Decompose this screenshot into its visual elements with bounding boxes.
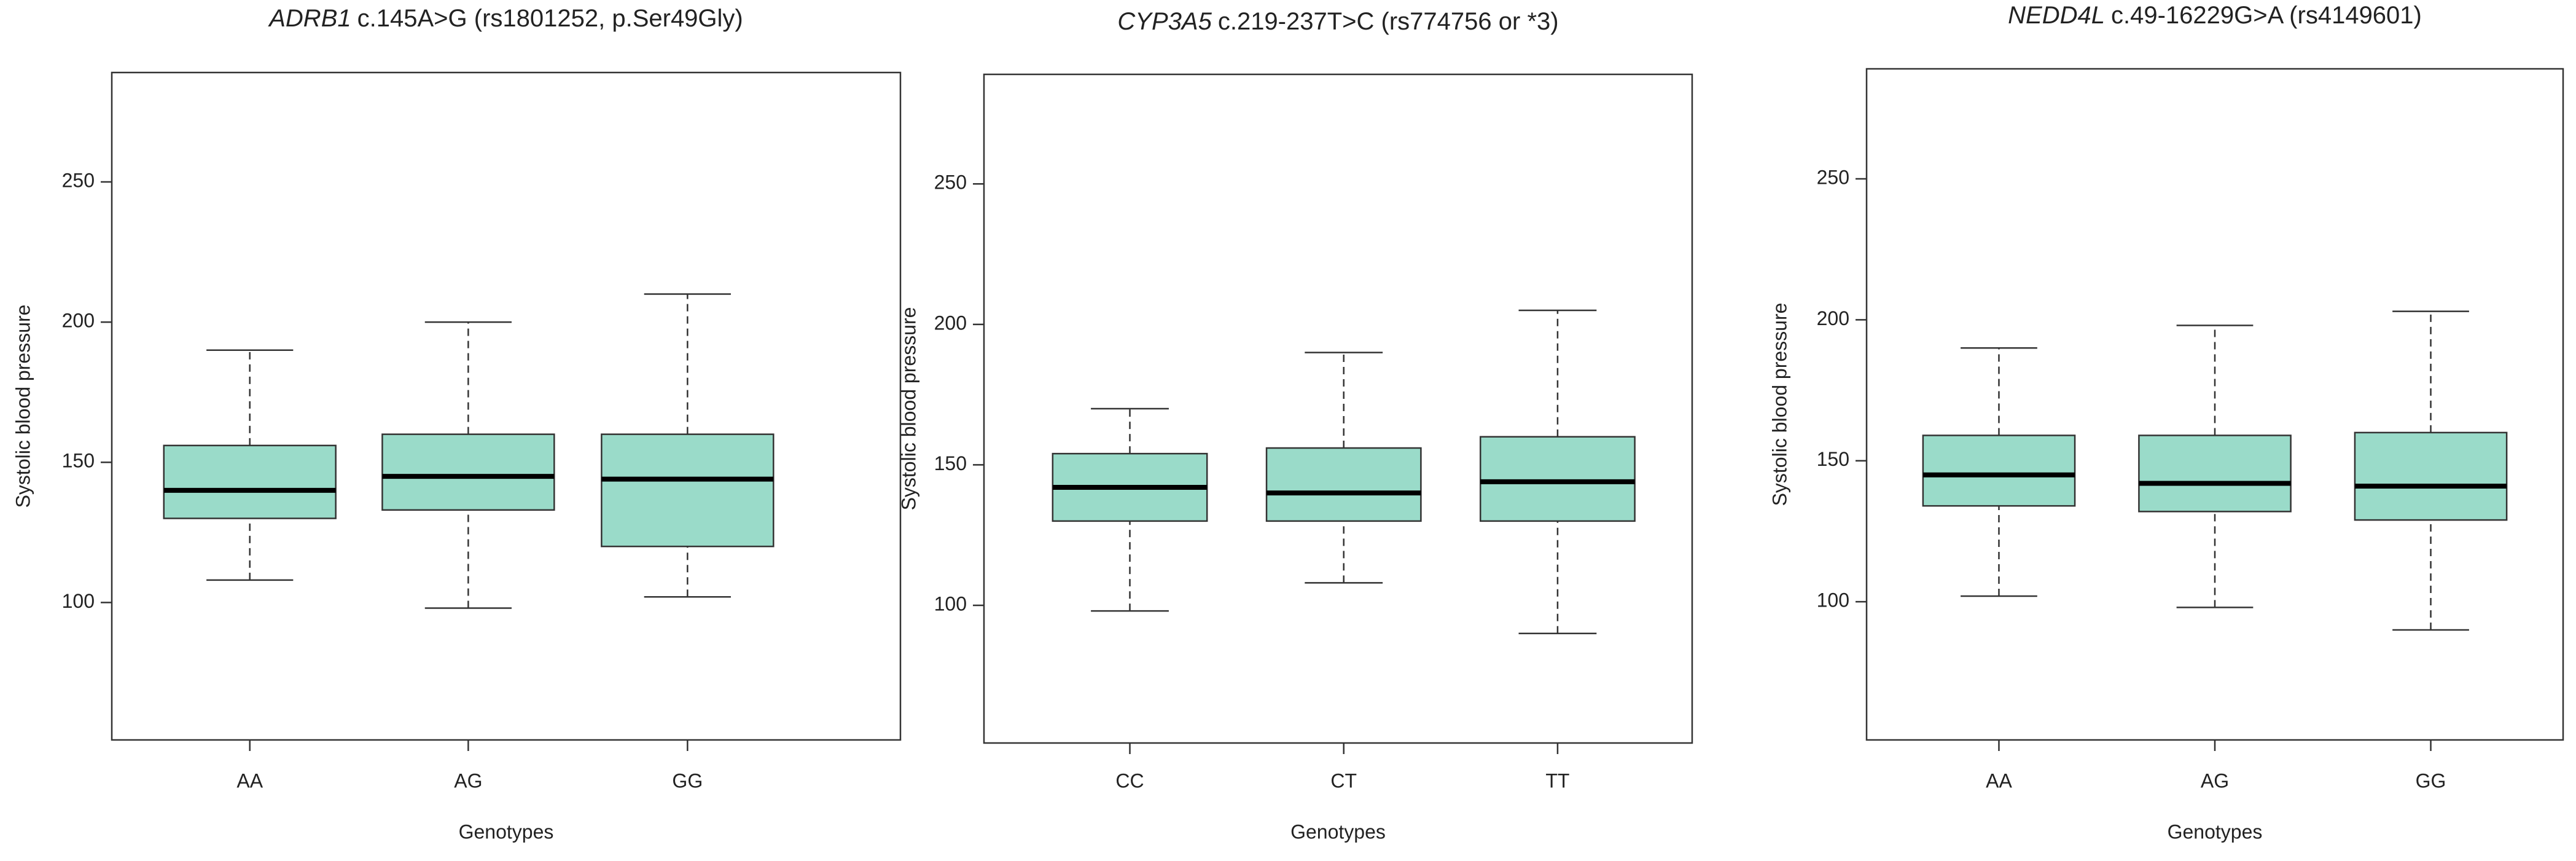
chart-panel: NEDD4L c.49-16229G>A (rs4149601) 100 150 200…: [1768, 2, 2564, 843]
x-tick-label: AA: [236, 769, 263, 792]
y-axis-label: Systolic blood pressure: [12, 305, 34, 508]
box: [2354, 431, 2508, 521]
y-tick-label: 150: [934, 452, 967, 474]
title-text: c.49-16229G>A (rs4149601): [2111, 2, 2422, 29]
chart-panel: ADRB1 c.145A>G (rs1801252, p.Ser49Gly) 100…: [12, 5, 902, 843]
box: [163, 444, 337, 519]
plot-frame: [983, 73, 1693, 744]
x-tick-label: GG: [2416, 769, 2446, 792]
box: [2138, 434, 2292, 513]
chart-title: CYP3A5 c.219-237T>C (rs774756 or *3): [1117, 8, 1558, 35]
chart-title: ADRB1 c.145A>G (rs1801252, p.Ser49Gly): [268, 5, 743, 32]
y-tick-label: 250: [934, 171, 967, 194]
y-tick-label: 200: [62, 310, 95, 332]
chart-title: NEDD4L c.49-16229G>A (rs4149601): [2008, 2, 2422, 29]
y-tick-label: 150: [1817, 448, 1849, 470]
title-gene: CYP3A5: [1117, 8, 1212, 35]
x-tick-label: GG: [672, 769, 703, 792]
plot-frame: [111, 71, 902, 741]
y-tick-label: 100: [934, 592, 967, 615]
chart-panel: CYP3A5 c.219-237T>C (rs774756 or *3) 100 15…: [897, 8, 1693, 843]
x-tick-label: AG: [454, 769, 482, 792]
box: [1922, 434, 2076, 507]
title-gene: NEDD4L: [2008, 2, 2105, 29]
x-tick-label: CT: [1330, 769, 1357, 792]
y-tick-label: 100: [62, 590, 95, 612]
y-tick-label: 150: [62, 450, 95, 472]
box: [1480, 436, 1636, 522]
x-tick-label: CC: [1115, 769, 1144, 792]
x-tick-label: AA: [1986, 769, 2012, 792]
box: [381, 433, 555, 511]
y-axis-label: Systolic blood pressure: [897, 307, 919, 511]
y-tick-label: 250: [1817, 166, 1849, 188]
y-tick-label: 100: [1817, 589, 1849, 611]
x-tick-label: AG: [2201, 769, 2229, 792]
x-axis-label: Genotypes: [1290, 820, 1386, 843]
y-tick-label: 250: [62, 169, 95, 191]
box: [1265, 447, 1422, 522]
box: [601, 433, 775, 548]
y-tick-label: 200: [1817, 307, 1849, 329]
x-tick-label: TT: [1545, 769, 1569, 792]
title-text: c.145A>G (rs1801252, p.Ser49Gly): [357, 5, 743, 32]
y-tick-label: 200: [934, 312, 967, 334]
x-axis-label: Genotypes: [459, 820, 554, 843]
x-axis-label: Genotypes: [2168, 820, 2263, 843]
y-axis-label: Systolic blood pressure: [1768, 303, 1790, 506]
title-text: c.219-237T>C (rs774756 or *3): [1218, 8, 1559, 35]
title-gene: ADRB1: [268, 5, 351, 32]
